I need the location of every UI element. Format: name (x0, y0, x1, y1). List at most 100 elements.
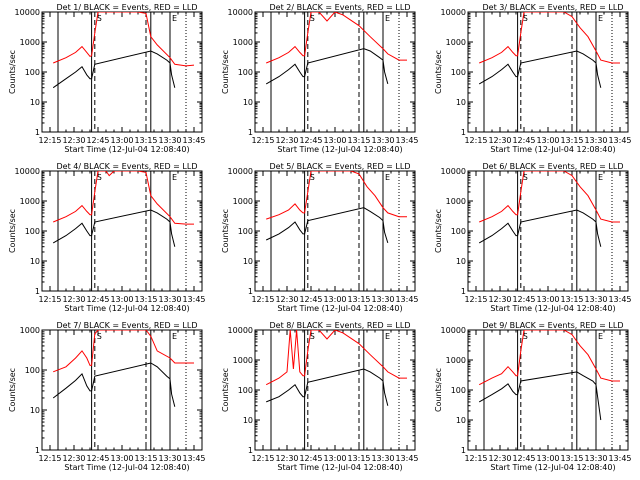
series-group (478, 171, 620, 247)
x-tick-label: 13:45 (395, 295, 418, 304)
y-tick-label: 10000 (441, 167, 466, 176)
y-tick-label: 1 (461, 287, 466, 296)
x-tick-label: 12:30 (62, 295, 85, 304)
x-axis-label: Start Time (12-Jul-04 12:08:40) (64, 145, 189, 154)
time-marker-glyph: S (310, 332, 315, 341)
time-marker-glyph: E (385, 173, 390, 182)
x-tick-label: 12:30 (488, 454, 511, 463)
x-tick-label: 13:00 (323, 454, 346, 463)
y-tick-label: 1000 (233, 38, 253, 47)
x-axis-label: Start Time (12-Jul-04 12:08:40) (277, 145, 402, 154)
time-marker-glyph: E (598, 173, 603, 182)
x-axis-label: Start Time (12-Jul-04 12:08:40) (490, 304, 615, 313)
time-marker-glyph: S (310, 14, 315, 23)
y-tick-label: 1000 (233, 197, 253, 206)
y-tick-label: 1 (248, 287, 253, 296)
x-tick-label: 13:45 (182, 136, 205, 145)
series-group (478, 12, 620, 88)
time-marker-glyph: S (97, 173, 102, 182)
y-tick-label: 10 (30, 98, 40, 107)
y-axis-label: Counts/sec (221, 209, 230, 253)
y-axis-label: Counts/sec (434, 209, 443, 253)
time-marker-glyph: E (172, 14, 177, 23)
x-tick-label: 13:45 (395, 454, 418, 463)
y-tick-label: 100 (238, 386, 253, 395)
x-tick-label: 12:15 (251, 136, 274, 145)
series-group (265, 330, 407, 406)
x-tick-label: 13:45 (182, 295, 205, 304)
y-tick-label: 1 (461, 128, 466, 137)
x-tick-label: 13:30 (371, 295, 394, 304)
x-axis-label: Start Time (12-Jul-04 12:08:40) (277, 463, 402, 472)
x-tick-label: 13:45 (608, 454, 631, 463)
series-group (52, 171, 194, 247)
plot-frame (254, 170, 416, 292)
y-tick-label: 10 (456, 257, 466, 266)
y-tick-label: 100 (25, 366, 40, 375)
events-series-line (52, 209, 176, 247)
detector-panel: Det 6/ BLACK = Events, RED = LLD 1 10 100 10… (434, 162, 632, 313)
y-tick-label: 10000 (441, 326, 466, 335)
events-series-line (265, 48, 389, 85)
events-series-line (52, 362, 176, 407)
panel-title: Det 7/ BLACK = Events, RED = LLD (57, 321, 198, 330)
y-tick-label: 10000 (228, 167, 253, 176)
x-tick-label: 13:30 (158, 295, 181, 304)
time-marker-glyph: S (310, 173, 315, 182)
y-tick-label: 10 (456, 98, 466, 107)
y-tick-label: 100 (451, 227, 466, 236)
y-tick-label: 1 (35, 446, 40, 455)
y-tick-label: 10000 (441, 8, 466, 17)
x-tick-label: 12:45 (299, 454, 322, 463)
y-tick-label: 10000 (228, 8, 253, 17)
y-axis-label: Counts/sec (221, 50, 230, 94)
panel-title: Det 9/ BLACK = Events, RED = LLD (483, 321, 624, 330)
y-tick-label: 1 (248, 128, 253, 137)
x-axis-label: Start Time (12-Jul-04 12:08:40) (490, 145, 615, 154)
x-tick-label: 13:45 (182, 454, 205, 463)
x-tick-label: 12:30 (275, 136, 298, 145)
x-tick-label: 12:15 (464, 136, 487, 145)
lld-series-line (53, 330, 194, 373)
plot-frame (467, 170, 629, 292)
x-tick-label: 13:30 (584, 295, 607, 304)
x-tick-label: 12:45 (512, 295, 535, 304)
x-tick-label: 13:30 (584, 136, 607, 145)
y-tick-label: 1000 (20, 38, 40, 47)
x-tick-label: 12:30 (488, 136, 511, 145)
y-tick-label: 1000 (233, 356, 253, 365)
lld-series-line (266, 12, 407, 64)
x-tick-label: 12:30 (488, 295, 511, 304)
series-group (52, 330, 194, 407)
x-tick-label: 12:30 (62, 454, 85, 463)
series-group (52, 12, 195, 89)
x-tick-label: 13:30 (584, 454, 607, 463)
series-group (265, 12, 407, 85)
x-tick-label: 12:15 (464, 295, 487, 304)
x-tick-label: 13:45 (608, 295, 631, 304)
panel-title: Det 3/ BLACK = Events, RED = LLD (483, 3, 624, 12)
panel-title: Det 4/ BLACK = Events, RED = LLD (57, 162, 198, 171)
x-tick-label: 13:45 (395, 136, 418, 145)
x-tick-label: 13:15 (134, 454, 157, 463)
x-tick-label: 13:15 (347, 295, 370, 304)
x-tick-label: 12:15 (38, 295, 61, 304)
lld-series-line (266, 171, 407, 220)
y-tick-label: 10000 (15, 8, 40, 17)
time-marker-glyph: E (172, 173, 177, 182)
x-tick-label: 13:00 (110, 454, 133, 463)
detector-panel: Det 7/ BLACK = Events, RED = LLD 1 10 100 10… (8, 321, 206, 472)
x-tick-label: 13:00 (536, 454, 559, 463)
lld-series-line (479, 171, 620, 223)
y-tick-label: 1 (461, 446, 466, 455)
x-tick-label: 13:00 (536, 136, 559, 145)
y-tick-label: 10000 (228, 326, 253, 335)
x-axis-label: Start Time (12-Jul-04 12:08:40) (277, 304, 402, 313)
panel-title: Det 6/ BLACK = Events, RED = LLD (483, 162, 624, 171)
y-tick-label: 1 (35, 128, 40, 137)
plot-frame (467, 11, 629, 133)
y-tick-label: 100 (25, 68, 40, 77)
x-tick-label: 13:15 (347, 454, 370, 463)
plot-frame (41, 11, 203, 133)
